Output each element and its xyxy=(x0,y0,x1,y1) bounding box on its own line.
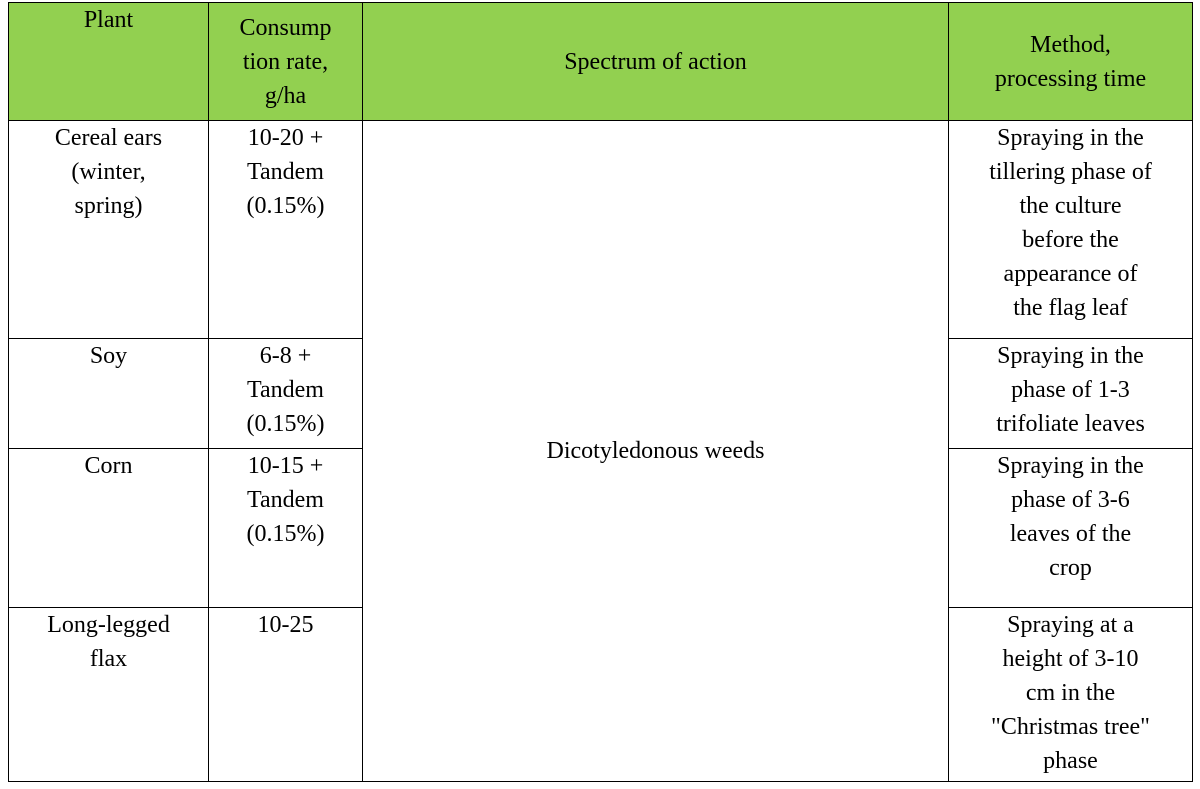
cell-line: Consump xyxy=(239,14,332,41)
cell-line: Spraying in the xyxy=(997,453,1144,479)
cell-line: tillering phase of xyxy=(989,159,1152,185)
cell-line: Dicotyledonous weeds xyxy=(546,438,765,464)
method-cell: Spraying at a height of 3-10 cm in the "Chr… xyxy=(948,607,1193,782)
cell-line: Tandem xyxy=(247,159,324,185)
cell-line: phase of 1-3 xyxy=(1011,377,1130,403)
cell-line: (winter, xyxy=(71,159,146,185)
cell-line: Method, xyxy=(1030,31,1111,58)
cell-line: 10-15 + xyxy=(247,453,324,479)
cell-line: Tandem xyxy=(247,377,324,403)
cell-line: cm in the xyxy=(1025,680,1116,706)
cell-line: appearance of xyxy=(1003,261,1138,287)
plant-cell: Long-legged flax xyxy=(8,607,209,782)
cell-line: tion rate, xyxy=(242,48,329,75)
body-row: Soy 6-8 + Tandem (0.15%) Spraying in the phas… xyxy=(8,338,1193,449)
cell-line: (0.15%) xyxy=(246,521,325,547)
header-cell: Plant xyxy=(8,2,209,121)
rate-cell: 10-20 + Tandem (0.15%) xyxy=(208,120,363,339)
cell-line: "Christmas tree" xyxy=(991,714,1150,740)
body-row: Corn 10-15 + Tandem (0.15%) Spraying in the p… xyxy=(8,448,1193,608)
rate-cell: 6-8 + Tandem (0.15%) xyxy=(208,338,363,449)
cell-line: Spectrum of action xyxy=(564,48,747,75)
header-cell: Method, processing time xyxy=(948,2,1193,121)
cell-line: (0.15%) xyxy=(246,411,325,437)
cell-line: Spraying in the xyxy=(997,125,1144,151)
cell-line: the flag leaf xyxy=(1013,295,1128,321)
cell-line: Spraying in the xyxy=(997,343,1144,369)
plant-cell: Cereal ears (winter, spring) xyxy=(8,120,209,339)
cell-line: Cereal ears xyxy=(54,125,163,151)
cell-line: 10-20 + xyxy=(247,125,324,151)
cell-line: Spraying at a xyxy=(1007,612,1134,638)
rate-cell: 10-25 xyxy=(208,607,363,782)
cell-line: flax xyxy=(89,646,128,672)
method-cell: Spraying in the phase of 1-3 trifoliate le… xyxy=(948,338,1193,449)
cell-line: Corn xyxy=(84,453,133,479)
cell-line: Plant xyxy=(83,7,134,33)
cell-line: height of 3-10 xyxy=(1002,646,1139,672)
cell-line: trifoliate leaves xyxy=(996,411,1145,437)
cell-line: 6-8 + xyxy=(259,343,312,369)
cell-line: before the xyxy=(1022,227,1119,253)
cell-line: Long-legged xyxy=(47,612,170,638)
cell-line: (0.15%) xyxy=(246,193,325,219)
cell-line: processing time xyxy=(994,65,1147,92)
header-cell: Consump tion rate, g/ha xyxy=(208,2,363,121)
method-cell: Spraying in the tillering phase of the cul… xyxy=(948,120,1193,339)
cell-line: phase of 3-6 xyxy=(1011,487,1130,513)
herbicide-table: Plant Consump tion rate, g/ha Spectrum of ac… xyxy=(8,2,1193,782)
body-row: Long-legged flax 10-25 Spraying at a height … xyxy=(8,607,1193,782)
rate-cell: 10-15 + Tandem (0.15%) xyxy=(208,448,363,608)
cell-line: spring) xyxy=(74,193,143,219)
header-cell: Spectrum of action xyxy=(362,2,949,121)
header-row: Plant Consump tion rate, g/ha Spectrum of ac… xyxy=(8,2,1193,121)
cell-line: g/ha xyxy=(264,82,307,109)
body-row: Cereal ears (winter, spring) 10-20 + Tandem (… xyxy=(8,120,1193,782)
spectrum-cell: Dicotyledonous weeds xyxy=(362,120,949,782)
plant-cell: Corn xyxy=(8,448,209,608)
cell-line: Tandem xyxy=(247,487,324,513)
cell-line: the culture xyxy=(1019,193,1122,219)
cell-line: phase xyxy=(1043,748,1098,774)
cell-line: crop xyxy=(1049,555,1092,581)
cell-line: 10-25 xyxy=(257,612,314,638)
method-cell: Spraying in the phase of 3-6 leaves of the… xyxy=(948,448,1193,608)
cell-line: Soy xyxy=(89,343,128,369)
cell-line: leaves of the xyxy=(1009,521,1132,547)
plant-cell: Soy xyxy=(8,338,209,449)
